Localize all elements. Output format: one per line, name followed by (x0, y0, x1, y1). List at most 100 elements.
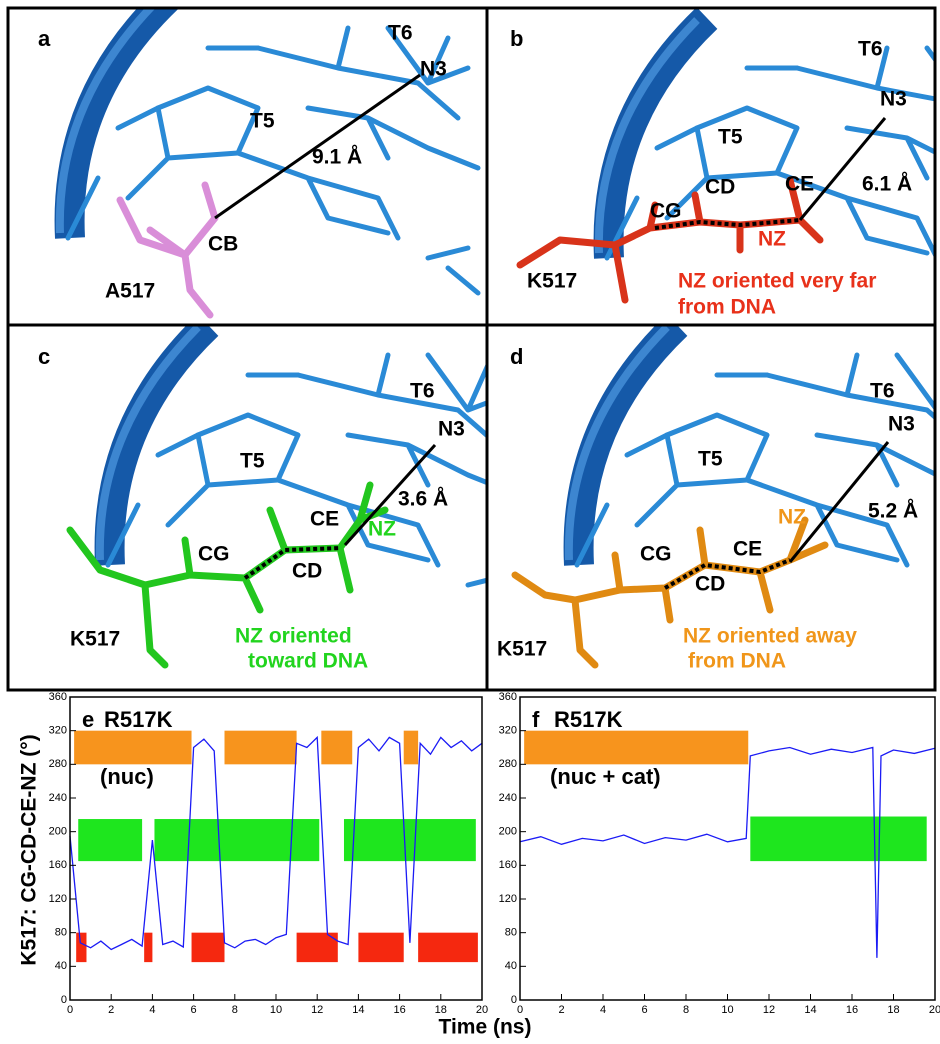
residue: A517 (105, 280, 155, 303)
x-tick-label: 6 (641, 1004, 647, 1016)
note: NZ oriented (235, 625, 352, 648)
x-tick-label: 18 (435, 1004, 447, 1016)
state-band (418, 933, 478, 962)
y-tick-label: 320 (49, 725, 67, 737)
x-tick-label: 20 (476, 1004, 488, 1016)
y-tick-label: 120 (49, 893, 67, 905)
atom: CD (705, 176, 735, 199)
atom: NZ (758, 228, 786, 251)
y-tick-label: 160 (49, 859, 67, 871)
x-tick-label: 12 (763, 1004, 775, 1016)
y-axis-label: K517: CG-CD-CE-NZ (°) (18, 734, 41, 965)
x-tick-label: 2 (108, 1004, 114, 1016)
state-band (344, 819, 476, 861)
state-band (524, 731, 748, 765)
note: from DNA (678, 296, 776, 319)
chart-title: R517K (104, 707, 173, 732)
atom: NZ (778, 506, 806, 529)
panel-d: d T6 N3 T5 5.2 Å CG CD CE NZ K517 NZ ori… (497, 344, 918, 673)
label: T5 (718, 126, 743, 149)
atom: CD (695, 573, 725, 596)
panel-letter: d (510, 344, 523, 369)
y-tick-label: 40 (55, 960, 67, 972)
x-tick-label: 16 (846, 1004, 858, 1016)
y-tick-label: 120 (499, 893, 517, 905)
label: T6 (410, 380, 435, 403)
y-tick-label: 320 (499, 725, 517, 737)
atom: CE (310, 508, 339, 531)
panel-letter: e (82, 707, 94, 732)
x-tick-label: 0 (517, 1004, 523, 1016)
note: NZ oriented away (683, 625, 857, 648)
x-tick-label: 12 (311, 1004, 323, 1016)
state-band (192, 933, 225, 962)
y-tick-label: 80 (505, 927, 517, 939)
state-band (321, 731, 352, 765)
y-tick-label: 280 (499, 758, 517, 770)
label: N3 (420, 58, 447, 81)
panel-letter: b (510, 26, 523, 51)
distance: 3.6 Å (398, 487, 448, 511)
x-tick-label: 14 (352, 1004, 364, 1016)
state-band (404, 731, 418, 765)
distance: 6.1 Å (862, 172, 912, 196)
x-axis-label: Time (ns) (439, 1016, 532, 1039)
state-band (225, 731, 297, 765)
y-tick-label: 80 (55, 927, 67, 939)
distance: 5.2 Å (868, 499, 918, 523)
x-tick-label: 8 (683, 1004, 689, 1016)
residue: K517 (497, 638, 547, 661)
note: NZ oriented very far (678, 270, 876, 293)
label: T6 (858, 38, 883, 61)
label: T6 (388, 22, 413, 45)
residue: K517 (527, 270, 577, 293)
atom: CE (733, 538, 762, 561)
panel-letter: a (38, 26, 51, 51)
atom: CG (650, 200, 682, 223)
label: N3 (438, 418, 465, 441)
atom: CE (785, 173, 814, 196)
y-tick-label: 40 (505, 960, 517, 972)
label: N3 (888, 413, 915, 436)
x-tick-label: 4 (600, 1004, 606, 1016)
figure: a T6 N3 T5 9.1 Å CB A517 b T6 N3 T5 6.1 … (0, 0, 940, 1044)
atom: CG (198, 543, 230, 566)
y-tick-label: 160 (499, 859, 517, 871)
note: toward DNA (248, 650, 368, 673)
residue: K517 (70, 628, 120, 651)
chart-subtitle: (nuc) (100, 764, 154, 789)
state-band (78, 819, 142, 861)
x-tick-label: 16 (393, 1004, 405, 1016)
panel-letter: c (38, 344, 50, 369)
x-tick-label: 18 (887, 1004, 899, 1016)
y-tick-label: 360 (499, 691, 517, 703)
state-band (750, 817, 926, 862)
atom: CG (640, 543, 672, 566)
atom: NZ (368, 518, 396, 541)
x-tick-label: 0 (67, 1004, 73, 1016)
y-tick-label: 240 (49, 792, 67, 804)
label: N3 (880, 88, 907, 111)
label: T5 (698, 448, 723, 471)
label: T5 (240, 450, 265, 473)
label: T6 (870, 380, 895, 403)
panel-letter: f (532, 707, 540, 732)
note: from DNA (688, 650, 786, 673)
state-band (144, 933, 152, 962)
distance: 9.1 Å (312, 145, 362, 169)
y-tick-label: 200 (499, 826, 517, 838)
chart-title: R517K (554, 707, 623, 732)
atom: CB (208, 233, 238, 256)
x-tick-label: 8 (232, 1004, 238, 1016)
chart-subtitle: (nuc + cat) (550, 764, 661, 789)
x-tick-label: 2 (558, 1004, 564, 1016)
y-tick-label: 240 (499, 792, 517, 804)
state-band (74, 731, 191, 765)
panel-b: b T6 N3 T5 6.1 Å CG CD CE NZ K517 NZ ori… (510, 26, 912, 319)
x-tick-label: 20 (929, 1004, 940, 1016)
y-tick-label: 280 (49, 758, 67, 770)
y-tick-label: 200 (49, 826, 67, 838)
x-tick-label: 14 (804, 1004, 816, 1016)
state-band (76, 933, 86, 962)
